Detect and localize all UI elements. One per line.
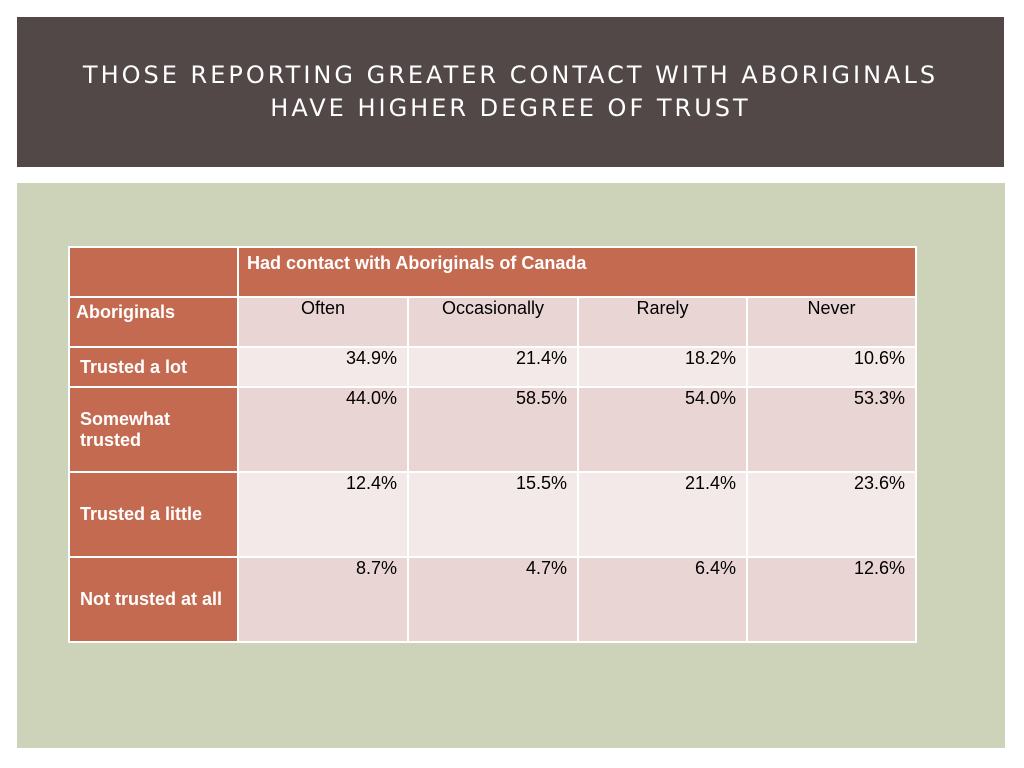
table-row: Trusted a lot 34.9% 21.4% 18.2% 10.6% <box>68 346 917 388</box>
value-cell: 54.0% <box>577 386 748 473</box>
slide-title-line-2: HAVE HIGHER DEGREE OF TRUST <box>270 94 751 122</box>
table-row: Not trusted at all 8.7% 4.7% 6.4% 12.6% <box>68 556 917 643</box>
value-cell: 10.6% <box>746 346 917 388</box>
value-cell: 4.7% <box>407 556 579 643</box>
corner-label: Aboriginals <box>76 302 176 322</box>
row-label-cell: Trusted a little <box>68 471 239 558</box>
column-header-label: Often <box>300 298 346 318</box>
row-label-cell: Somewhat trusted <box>68 386 239 473</box>
value-cell: 23.6% <box>746 471 917 558</box>
value-cell: 21.4% <box>407 346 579 388</box>
value-cell: 58.5% <box>407 386 579 473</box>
group-header: Had contact with Aboriginals of Canada <box>247 253 587 273</box>
column-header-label: Rarely <box>636 298 689 318</box>
slide-title-line-1: THOSE REPORTING GREATER CONTACT WITH ABO… <box>82 61 939 89</box>
value-cell: 18.2% <box>577 346 748 388</box>
row-label: Trusted a lot <box>80 356 188 377</box>
title-bar: THOSE REPORTING GREATER CONTACT WITH ABO… <box>17 17 1004 167</box>
group-header-cell: Had contact with Aboriginals of Canada <box>237 246 917 298</box>
value-cell: 8.7% <box>237 556 409 643</box>
table-row: Trusted a little 12.4% 15.5% 21.4% 23.6% <box>68 471 917 558</box>
row-label-cell: Trusted a lot <box>68 346 239 388</box>
column-header-label: Occasionally <box>441 298 545 318</box>
column-header-often: Often <box>237 296 409 348</box>
column-header-occasionally: Occasionally <box>407 296 579 348</box>
corner-label-cell: Aboriginals <box>68 296 239 348</box>
value-cell: 12.4% <box>237 471 409 558</box>
value-cell: 15.5% <box>407 471 579 558</box>
slide-title: THOSE REPORTING GREATER CONTACT WITH ABO… <box>83 59 938 125</box>
row-label: Not trusted at all <box>80 589 223 609</box>
value-cell: 12.6% <box>746 556 917 643</box>
value-cell: 44.0% <box>237 386 409 473</box>
row-label: Somewhat trusted <box>80 408 171 450</box>
row-label-cell: Not trusted at all <box>68 556 239 643</box>
value-cell: 53.3% <box>746 386 917 473</box>
trust-table: Had contact with Aboriginals of Canada A… <box>68 246 917 643</box>
value-cell: 21.4% <box>577 471 748 558</box>
table-row: Somewhat trusted 44.0% 58.5% 54.0% 53.3% <box>68 386 917 473</box>
row-label: Trusted a little <box>80 504 203 524</box>
value-cell: 6.4% <box>577 556 748 643</box>
value-cell: 34.9% <box>237 346 409 388</box>
column-header-never: Never <box>746 296 917 348</box>
column-header-rarely: Rarely <box>577 296 748 348</box>
column-header-label: Never <box>807 298 856 318</box>
corner-blank-cell <box>68 246 239 298</box>
